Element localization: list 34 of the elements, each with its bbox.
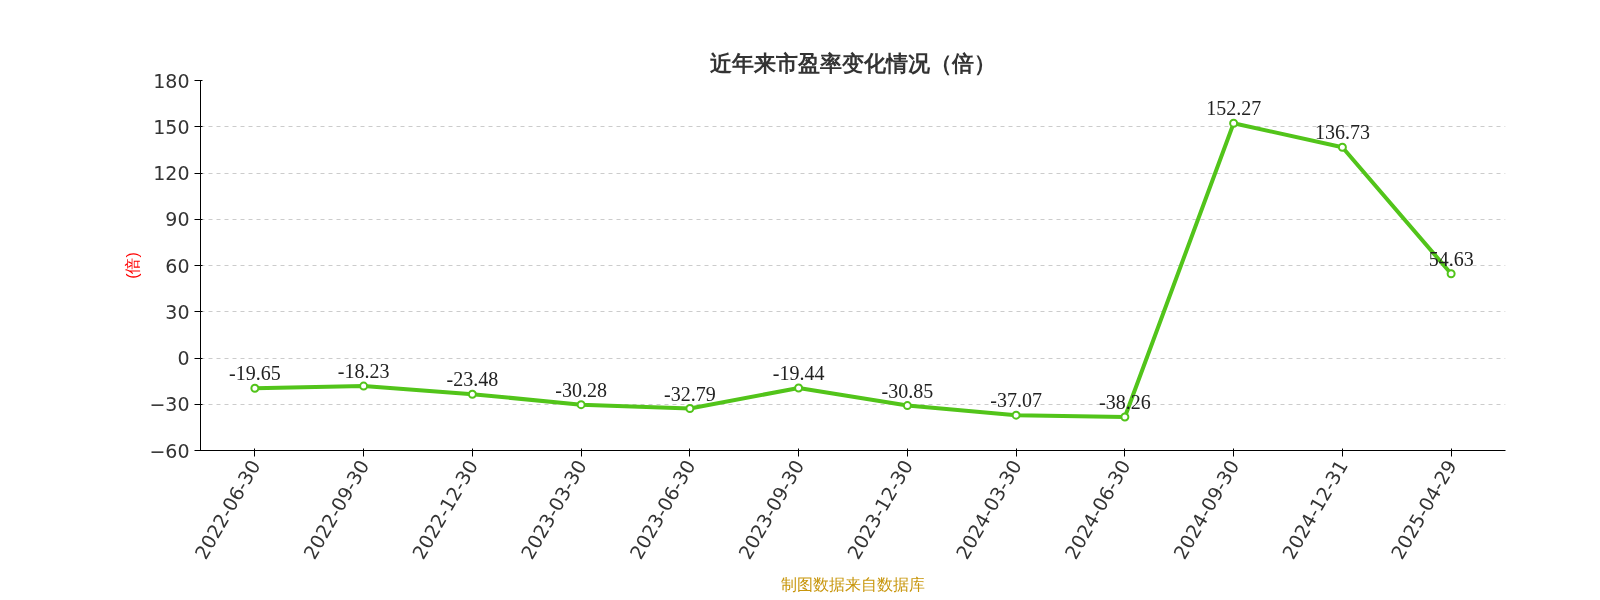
point [576,400,586,410]
point [250,383,260,393]
data-label: -37.07 [990,389,1042,412]
point [1446,269,1456,279]
data-label: -19.65 [229,362,281,385]
y-tick-label: 180 [153,69,190,92]
point [1337,142,1347,152]
point [467,389,477,399]
point [1229,118,1239,128]
data-label: -23.48 [446,368,499,391]
point [1120,412,1130,422]
data-label: 136.73 [1314,121,1370,144]
y-tick-label: 90 [165,208,190,231]
y-tick-label: 120 [153,162,190,184]
y-tick-label: 150 [153,115,190,138]
data-label: -30.85 [881,379,934,402]
point [359,381,369,391]
data-label: -18.23 [337,360,390,383]
y-tick-label: 60 [165,254,190,277]
point [1011,410,1021,420]
y-tick-label: 30 [165,300,190,323]
point [794,383,804,393]
y-axis-title: (倍) [124,252,142,279]
data-label: -30.28 [555,378,607,401]
data-label: -19.44 [772,361,825,384]
y-tick-label: −30 [149,393,190,416]
y-tick-label: −60 [149,439,190,462]
data-label: 152.27 [1206,97,1262,120]
point [685,404,695,414]
chart-title: 近年来市盈率变化情况（倍） [709,50,996,76]
text: 制图数据来自数据库 [781,574,925,594]
data-label: -32.79 [664,382,716,405]
point [902,401,912,411]
y-tick-label: 0 [177,347,190,369]
